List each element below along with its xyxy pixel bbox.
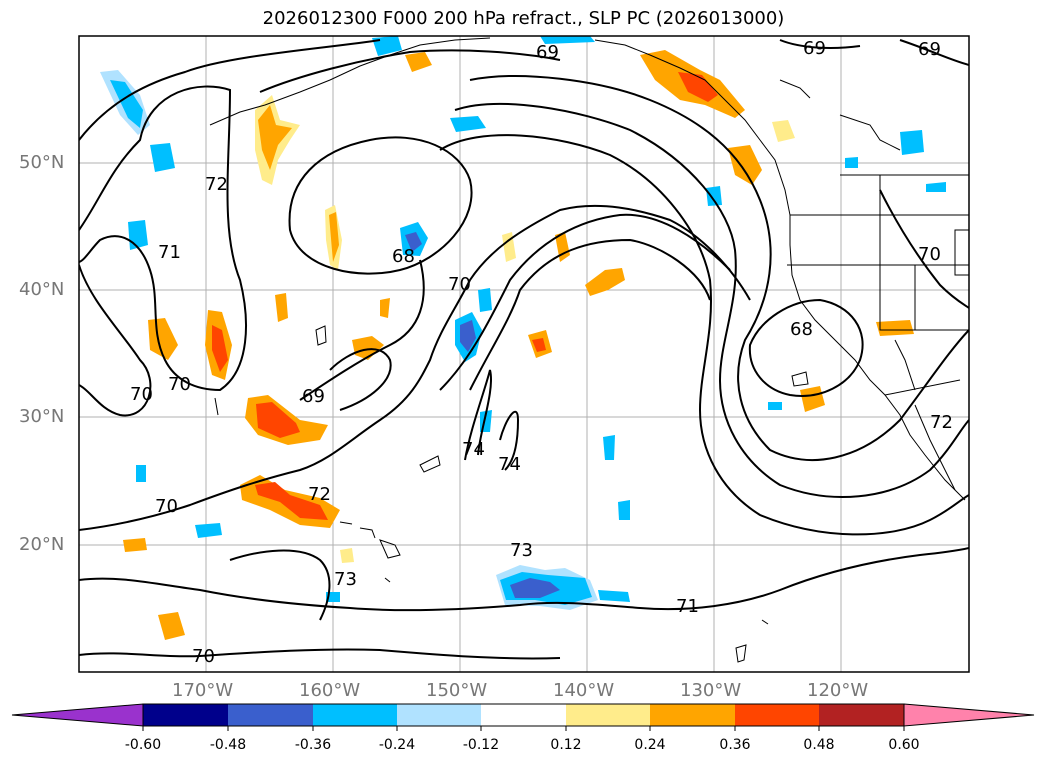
contour-label: 70 <box>168 374 191 395</box>
lon-label: 130°W <box>680 680 742 701</box>
colorbar-tick-label: -0.12 <box>462 737 500 753</box>
map-title: 2026012300 F000 200 hPa refract., SLP PC… <box>262 8 785 29</box>
contour-label: 71 <box>158 242 181 263</box>
contour-label: 73 <box>334 569 357 590</box>
contour-label: 74 <box>462 439 485 460</box>
anomaly-shading <box>100 36 946 640</box>
contour-label: 72 <box>205 174 228 195</box>
lon-label: 120°W <box>807 680 869 701</box>
contour-label: 69 <box>803 38 826 59</box>
colorbar-swatch <box>735 704 819 726</box>
lon-label: 160°W <box>299 680 361 701</box>
gridlines <box>79 36 969 672</box>
colorbar-swatch <box>819 704 904 726</box>
colorbar-tick-label: 0.48 <box>803 737 835 753</box>
lat-label: 50°N <box>19 152 65 173</box>
slp-contours <box>79 39 969 660</box>
contour-label: 69 <box>302 386 325 407</box>
contour-label: 72 <box>930 412 953 433</box>
contour-label: 69 <box>536 42 559 63</box>
map-frame <box>78 35 970 673</box>
colorbar-tick-label: -0.24 <box>378 737 416 753</box>
contour-label: 73 <box>510 540 533 561</box>
colorbar-extend-low <box>11 703 144 727</box>
contour-label: 70 <box>130 384 153 405</box>
colorbar-extend-high <box>903 703 1035 727</box>
contour-label: 70 <box>192 646 215 667</box>
colorbar-tick-label: 0.24 <box>634 737 666 753</box>
lon-label: 170°W <box>172 680 234 701</box>
contour-label: 70 <box>155 496 178 517</box>
colorbar-swatch <box>481 704 566 726</box>
lat-label: 40°N <box>19 279 65 300</box>
colorbar-tick-label: -0.36 <box>294 737 332 753</box>
colorbar-tick-label: -0.48 <box>209 737 247 753</box>
colorbar-swatch <box>566 704 650 726</box>
contour-label: 71 <box>676 596 699 617</box>
lat-label: 20°N <box>19 534 65 555</box>
colorbar-tick-label: 0.36 <box>719 737 751 753</box>
colorbar-swatch <box>228 704 313 726</box>
contour-labels: 69 69 69 72 71 70 70 68 70 69 68 70 74 7… <box>130 38 953 667</box>
contour-label: 74 <box>498 454 521 475</box>
contour-label: 68 <box>790 319 813 340</box>
contour-label: 69 <box>918 39 941 60</box>
lon-label: 140°W <box>553 680 615 701</box>
contour-label: 70 <box>448 274 471 295</box>
contour-label: 70 <box>918 244 941 265</box>
lat-label: 30°N <box>19 406 65 427</box>
colorbar <box>11 703 1035 731</box>
colorbar-tick-label: -0.60 <box>124 737 162 753</box>
colorbar-swatch <box>397 704 481 726</box>
colorbar-tick-label: 0.60 <box>888 737 920 753</box>
colorbar-tick-label: 0.12 <box>550 737 582 753</box>
lon-label: 150°W <box>426 680 488 701</box>
coastlines <box>209 37 969 663</box>
colorbar-swatch <box>143 704 228 726</box>
colorbar-swatch <box>313 704 397 726</box>
contour-label: 68 <box>392 246 415 267</box>
colorbar-swatch <box>650 704 735 726</box>
contour-label: 72 <box>308 484 331 505</box>
